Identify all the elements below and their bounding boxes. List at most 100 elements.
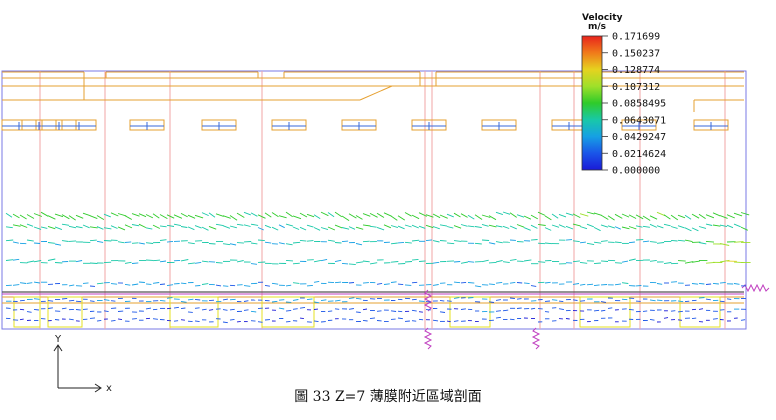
velocity-vector <box>313 227 321 231</box>
velocity-vector <box>551 213 559 219</box>
velocity-vector <box>376 212 385 218</box>
velocity-vector <box>712 224 721 227</box>
velocity-vector <box>96 319 102 322</box>
electrode-box <box>481 119 517 131</box>
electrode-box <box>201 119 237 131</box>
velocity-vector <box>299 317 304 320</box>
velocity-vector <box>222 321 228 324</box>
velocity-vector <box>152 213 160 219</box>
velocity-vector <box>152 318 158 320</box>
velocity-vector <box>397 317 403 320</box>
velocity-vector <box>376 226 385 231</box>
velocity-vector <box>12 213 20 219</box>
velocity-vector <box>453 240 462 242</box>
velocity-vector <box>411 258 419 261</box>
velocity-vector <box>194 214 204 219</box>
velocity-vector <box>75 300 82 303</box>
velocity-vector <box>40 211 49 217</box>
velocity-vector <box>201 226 209 231</box>
velocity-vector <box>530 224 538 229</box>
velocity-vector <box>376 282 383 285</box>
velocity-vector <box>684 214 692 220</box>
legend-level-label: 0.0643071 <box>612 115 666 126</box>
velocity-vector <box>180 226 188 228</box>
velocity-vector <box>292 282 300 284</box>
velocity-vector <box>621 260 629 263</box>
velocity-vector <box>544 242 553 245</box>
velocity-vector <box>488 283 495 286</box>
velocity-vector <box>460 213 468 218</box>
velocity-vector <box>362 260 370 263</box>
velocity-vector <box>299 212 308 218</box>
velocity-vector <box>271 226 279 231</box>
velocity-vector <box>600 240 608 242</box>
velocity-vector <box>446 213 454 218</box>
velocity-vector <box>579 300 586 302</box>
velocity-vector <box>12 241 19 244</box>
velocity-vector <box>432 213 441 219</box>
velocity-vector <box>362 240 370 243</box>
velocity-vector <box>201 283 209 285</box>
velocity-vector <box>663 223 671 227</box>
velocity-vector <box>719 300 725 303</box>
velocity-vector <box>544 215 552 221</box>
velocity-vector <box>278 215 287 219</box>
velocity-vector <box>215 284 222 287</box>
velocity-vector <box>460 224 468 227</box>
velocity-vector <box>425 239 433 242</box>
velocity-vector <box>47 307 53 309</box>
velocity-vector <box>257 214 266 219</box>
velocity-legend: Velocity m/s 0.1716990.1502370.1287740.1… <box>581 13 666 177</box>
velocity-vector <box>712 282 719 285</box>
velocity-vector <box>362 308 368 311</box>
velocity-vector <box>502 211 511 215</box>
velocity-vector <box>404 284 412 286</box>
velocity-vector <box>705 240 715 243</box>
velocity-vector <box>327 239 335 242</box>
velocity-vector <box>572 260 580 263</box>
velocity-vector <box>698 242 707 245</box>
velocity-vector <box>558 308 564 311</box>
velocity-vector <box>110 319 116 322</box>
velocity-vector <box>341 227 350 230</box>
velocity-vector <box>642 225 650 228</box>
velocity-vector <box>446 320 451 323</box>
velocity-vector <box>411 224 419 229</box>
velocity-vector <box>404 212 412 217</box>
velocity-vector <box>89 300 95 302</box>
velocity-vector <box>355 311 361 313</box>
velocity-vector <box>131 213 140 217</box>
velocity-vector <box>208 309 214 311</box>
velocity-vector <box>47 225 56 230</box>
velocity-vector <box>26 282 33 284</box>
velocity-vector <box>523 215 532 220</box>
velocity-vector <box>712 318 718 320</box>
velocity-vector <box>607 225 616 229</box>
velocity-vector <box>222 285 229 287</box>
velocity-vector <box>334 224 343 229</box>
velocity-vector <box>565 239 573 241</box>
velocity-vector <box>593 241 602 244</box>
electrode-box <box>21 119 57 131</box>
velocity-vector <box>19 299 25 302</box>
velocity-vector <box>425 224 434 229</box>
velocity-vector <box>103 310 109 313</box>
velocity-vector <box>432 319 439 322</box>
velocity-vector <box>145 283 152 285</box>
velocity-vector <box>719 259 730 263</box>
legend-tick-labels: 0.171699 0.150237 0.128774 0.107312 0.085849… <box>602 32 666 177</box>
velocity-vector <box>194 307 200 309</box>
velocity-vector <box>733 223 741 228</box>
velocity-vector <box>12 284 20 286</box>
velocity-vector <box>215 262 223 264</box>
velocity-vector <box>425 214 434 218</box>
velocity-vector <box>61 240 69 242</box>
velocity-vector <box>614 283 622 286</box>
velocity-vector <box>334 211 343 218</box>
velocity-vector <box>40 226 48 229</box>
velocity-vector <box>376 310 382 312</box>
velocity-vector <box>495 211 504 216</box>
velocity-vector <box>145 214 154 219</box>
velocity-vector <box>194 261 202 264</box>
velocity-vector <box>418 318 424 321</box>
